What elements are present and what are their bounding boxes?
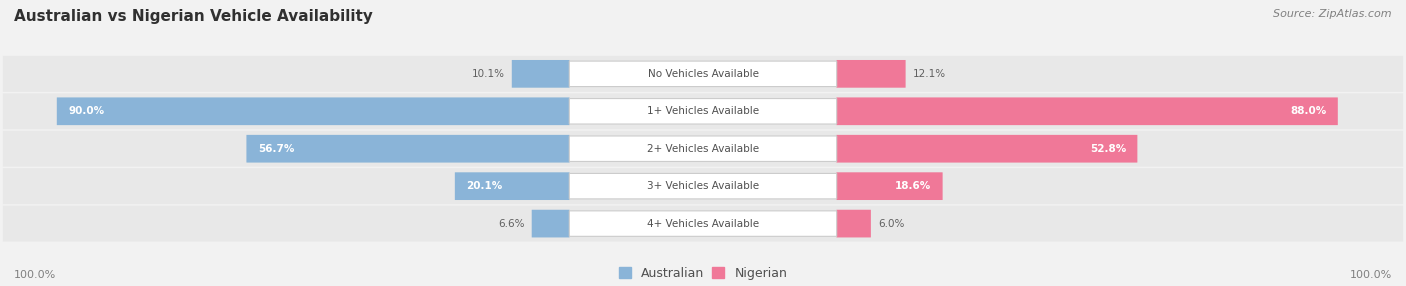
FancyBboxPatch shape (454, 172, 569, 200)
Text: 88.0%: 88.0% (1291, 106, 1326, 116)
Text: Australian vs Nigerian Vehicle Availability: Australian vs Nigerian Vehicle Availabil… (14, 9, 373, 23)
FancyBboxPatch shape (246, 135, 569, 162)
FancyBboxPatch shape (531, 210, 569, 237)
Text: 4+ Vehicles Available: 4+ Vehicles Available (647, 219, 759, 229)
Text: 18.6%: 18.6% (896, 181, 931, 191)
FancyBboxPatch shape (837, 135, 1137, 162)
FancyBboxPatch shape (56, 98, 569, 125)
Text: 1+ Vehicles Available: 1+ Vehicles Available (647, 106, 759, 116)
Text: 6.0%: 6.0% (877, 219, 904, 229)
FancyBboxPatch shape (3, 56, 1403, 92)
Text: 10.1%: 10.1% (472, 69, 505, 79)
FancyBboxPatch shape (569, 211, 837, 236)
FancyBboxPatch shape (569, 136, 837, 162)
FancyBboxPatch shape (837, 60, 905, 88)
FancyBboxPatch shape (569, 61, 837, 87)
FancyBboxPatch shape (3, 93, 1403, 129)
FancyBboxPatch shape (512, 60, 569, 88)
Text: 2+ Vehicles Available: 2+ Vehicles Available (647, 144, 759, 154)
Text: 90.0%: 90.0% (67, 106, 104, 116)
FancyBboxPatch shape (837, 210, 870, 237)
FancyBboxPatch shape (837, 172, 942, 200)
Text: 6.6%: 6.6% (498, 219, 524, 229)
FancyBboxPatch shape (569, 173, 837, 199)
Text: 52.8%: 52.8% (1090, 144, 1126, 154)
Text: 56.7%: 56.7% (257, 144, 294, 154)
FancyBboxPatch shape (837, 98, 1339, 125)
Text: 100.0%: 100.0% (1350, 270, 1392, 280)
Text: No Vehicles Available: No Vehicles Available (648, 69, 758, 79)
Text: Source: ZipAtlas.com: Source: ZipAtlas.com (1274, 9, 1392, 19)
Text: 100.0%: 100.0% (14, 270, 56, 280)
FancyBboxPatch shape (3, 131, 1403, 167)
FancyBboxPatch shape (3, 206, 1403, 242)
FancyBboxPatch shape (569, 99, 837, 124)
Text: 20.1%: 20.1% (467, 181, 502, 191)
Text: 3+ Vehicles Available: 3+ Vehicles Available (647, 181, 759, 191)
Legend: Australian, Nigerian: Australian, Nigerian (619, 267, 787, 280)
Text: 12.1%: 12.1% (912, 69, 946, 79)
FancyBboxPatch shape (3, 168, 1403, 204)
